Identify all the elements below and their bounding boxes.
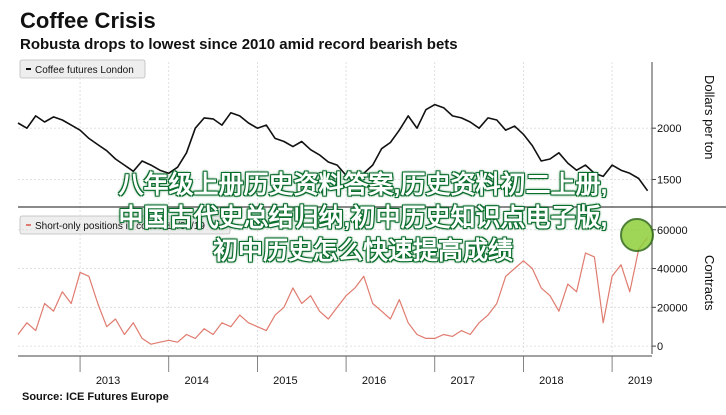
x-tick-label: 2016 — [362, 375, 386, 387]
price-legend-label: Coffee futures London — [35, 65, 134, 76]
positions-y-tick-label: 20000 — [657, 302, 688, 314]
x-tick-label: 2013 — [96, 375, 120, 387]
price-legend-box — [19, 59, 146, 79]
x-tick-label: 2019 — [628, 375, 652, 387]
highlight-marker — [620, 218, 654, 252]
price-series-line — [17, 103, 649, 192]
chart-subtitle: Robusta drops to lowest since 2010 amid … — [20, 36, 458, 53]
chart-source: Source: ICE Futures Europe — [22, 391, 169, 403]
price-y-axis-label: Dollars per ton — [702, 75, 717, 160]
x-tick-label: 2014 — [184, 375, 208, 387]
positions-y-tick-label: 40000 — [657, 264, 688, 276]
price-y-tick-label: 2000 — [657, 123, 681, 135]
positions-legend-box — [19, 215, 231, 235]
price-y-tick-label: 1500 — [657, 174, 681, 186]
positions-y-axis-label: Contracts — [702, 255, 717, 311]
positions-legend-label: Short-only positions in coffee 10/31/19 — [35, 221, 205, 232]
price-panel: Coffee futures London Dollars per ton 15… — [17, 59, 717, 204]
x-tick-label: 2018 — [539, 375, 563, 387]
x-tick-label: 2015 — [273, 375, 297, 387]
chart-title: Coffee Crisis — [20, 8, 156, 33]
x-tick-label: 2017 — [451, 375, 475, 387]
positions-y-tick-label: 60000 — [657, 225, 688, 237]
positions-y-tick-label: 0 — [657, 341, 663, 353]
positions-series-line — [17, 237, 649, 345]
positions-panel: Short-only positions in coffee 10/31/19 … — [17, 202, 717, 354]
x-axis-ticks: 2013 2014 2015 2016 2017 2018 2019 — [79, 356, 652, 387]
